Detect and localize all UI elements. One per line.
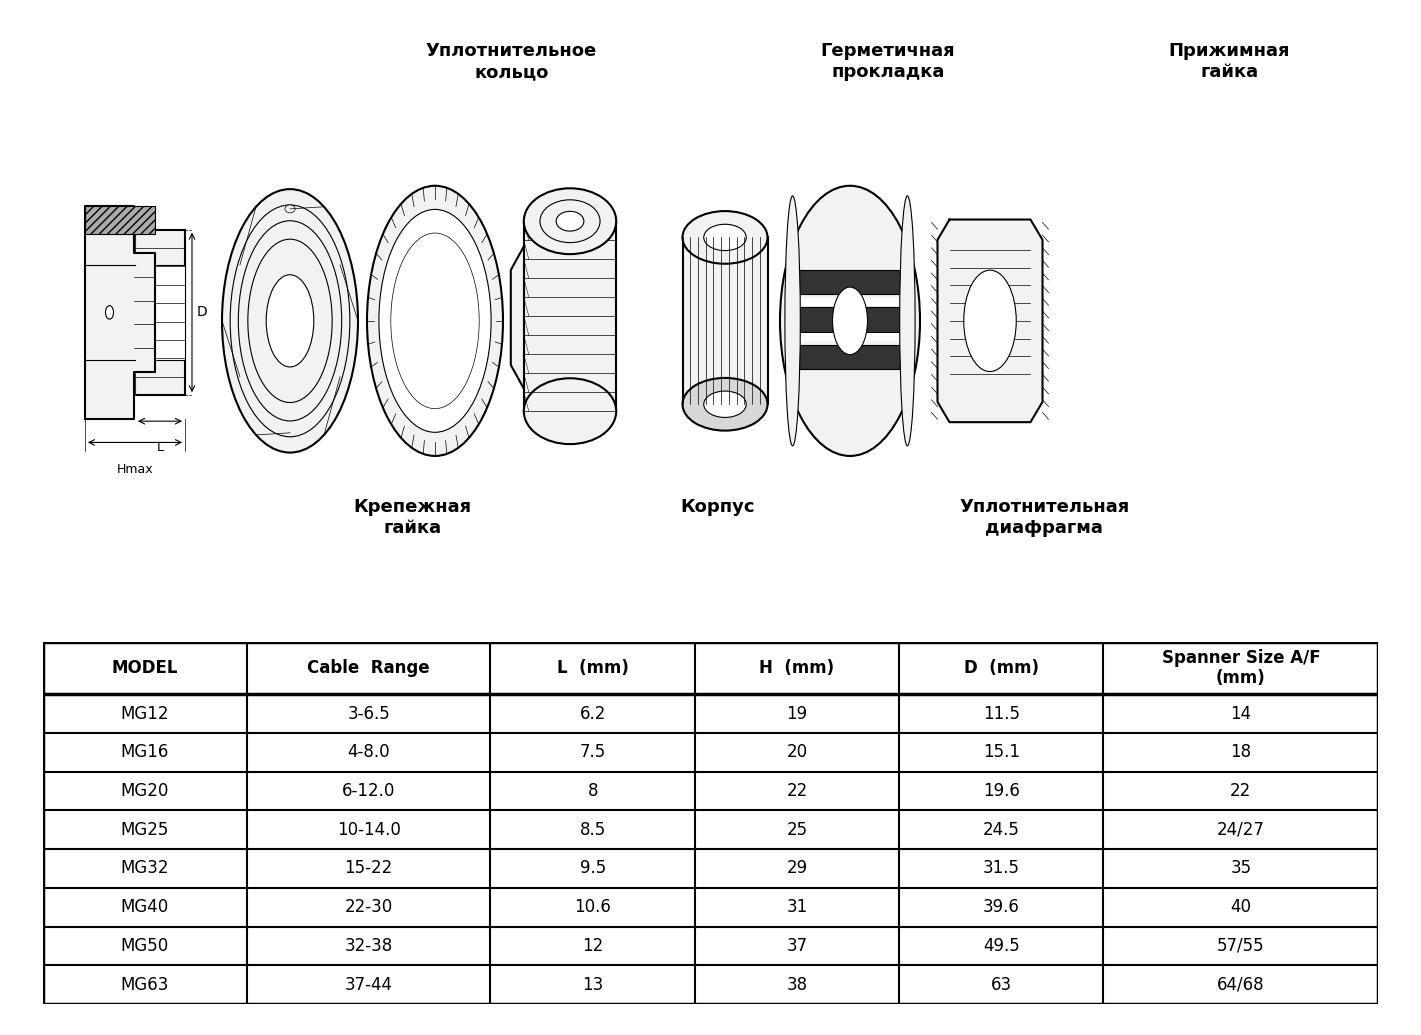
Bar [524,221,617,411]
Text: 24.5: 24.5 [983,821,1020,838]
Polygon shape [938,219,1043,422]
Text: 14: 14 [1231,705,1252,722]
Text: Корпус: Корпус [681,498,755,516]
Text: MG25: MG25 [121,821,169,838]
Bar [790,307,909,331]
Text: 8: 8 [587,782,598,800]
Text: Spanner Size A/F
(mm): Spanner Size A/F (mm) [1161,649,1320,687]
Text: Уплотнительная
диафрагма: Уплотнительная диафрагма [959,498,1130,537]
Ellipse shape [524,378,617,444]
Text: 35: 35 [1231,859,1252,878]
Text: Крепежная
гайка: Крепежная гайка [352,498,472,537]
Text: 49.5: 49.5 [983,937,1020,955]
Text: MG40: MG40 [121,898,169,916]
Text: 4-8.0: 4-8.0 [347,743,389,762]
Bar [790,345,909,369]
Text: 22: 22 [1231,782,1252,800]
Ellipse shape [703,391,746,417]
Ellipse shape [266,274,314,367]
Text: Прижимная
гайка: Прижимная гайка [1168,42,1290,81]
Text: Hmax: Hmax [117,463,153,476]
Text: 24/27: 24/27 [1216,821,1265,838]
Bar [135,230,185,395]
Text: 39.6: 39.6 [983,898,1020,916]
Polygon shape [510,223,563,413]
Text: 63: 63 [990,976,1012,994]
Ellipse shape [556,211,584,231]
Text: 31: 31 [786,898,807,916]
Text: 57/55: 57/55 [1216,937,1265,955]
Ellipse shape [367,185,503,456]
Text: 6.2: 6.2 [580,705,605,722]
Ellipse shape [963,270,1016,372]
Ellipse shape [524,188,617,255]
Ellipse shape [703,225,746,250]
Text: D  (mm): D (mm) [963,659,1039,677]
Text: MG63: MG63 [121,976,169,994]
Text: 25: 25 [786,821,807,838]
Text: 9.5: 9.5 [580,859,605,878]
Text: 19: 19 [786,705,807,722]
Bar [789,298,912,306]
Text: 37: 37 [786,937,807,955]
Ellipse shape [284,205,296,213]
Text: L  (mm): L (mm) [557,659,628,677]
Text: 15-22: 15-22 [344,859,392,878]
Text: H  (mm): H (mm) [759,659,834,677]
Text: Cable  Range: Cable Range [307,659,431,677]
Text: MG16: MG16 [121,743,169,762]
Ellipse shape [899,196,915,446]
Text: 6-12.0: 6-12.0 [342,782,395,800]
Text: L: L [156,441,163,454]
Text: MG12: MG12 [121,705,169,722]
Text: 7.5: 7.5 [580,743,605,762]
Text: 64/68: 64/68 [1216,976,1265,994]
Ellipse shape [780,185,919,456]
Bar [682,237,767,405]
Text: D: D [198,305,207,320]
Ellipse shape [682,378,767,431]
Text: 3-6.5: 3-6.5 [347,705,391,722]
Bar [789,333,912,342]
Text: 10-14.0: 10-14.0 [337,821,401,838]
Text: 8.5: 8.5 [580,821,605,838]
Polygon shape [85,206,155,419]
Text: MODEL: MODEL [111,659,178,677]
Text: 29: 29 [786,859,807,878]
Ellipse shape [222,189,358,452]
Ellipse shape [682,211,767,264]
Bar [790,269,909,294]
Ellipse shape [784,196,800,446]
Text: MG20: MG20 [121,782,169,800]
Ellipse shape [379,209,492,433]
Text: Герметичная
прокладка: Герметичная прокладка [821,42,955,81]
Text: 12: 12 [583,937,604,955]
Text: MG50: MG50 [121,937,169,955]
Text: 11.5: 11.5 [983,705,1020,722]
Text: 18: 18 [1231,743,1252,762]
Bar [135,265,185,360]
Text: 37-44: 37-44 [345,976,392,994]
Text: 15.1: 15.1 [983,743,1020,762]
Text: 32-38: 32-38 [344,937,392,955]
Text: 22: 22 [786,782,807,800]
Text: Уплотнительное
кольцо: Уплотнительное кольцо [426,42,597,81]
Text: MG32: MG32 [121,859,169,878]
Text: 38: 38 [786,976,807,994]
Text: 31.5: 31.5 [983,859,1020,878]
Text: 40: 40 [1231,898,1252,916]
Bar [85,206,155,234]
Ellipse shape [833,287,867,355]
Text: 20: 20 [786,743,807,762]
Text: 13: 13 [583,976,604,994]
Text: 10.6: 10.6 [574,898,611,916]
Circle shape [105,305,114,319]
Text: 19.6: 19.6 [983,782,1020,800]
Text: 22-30: 22-30 [344,898,392,916]
